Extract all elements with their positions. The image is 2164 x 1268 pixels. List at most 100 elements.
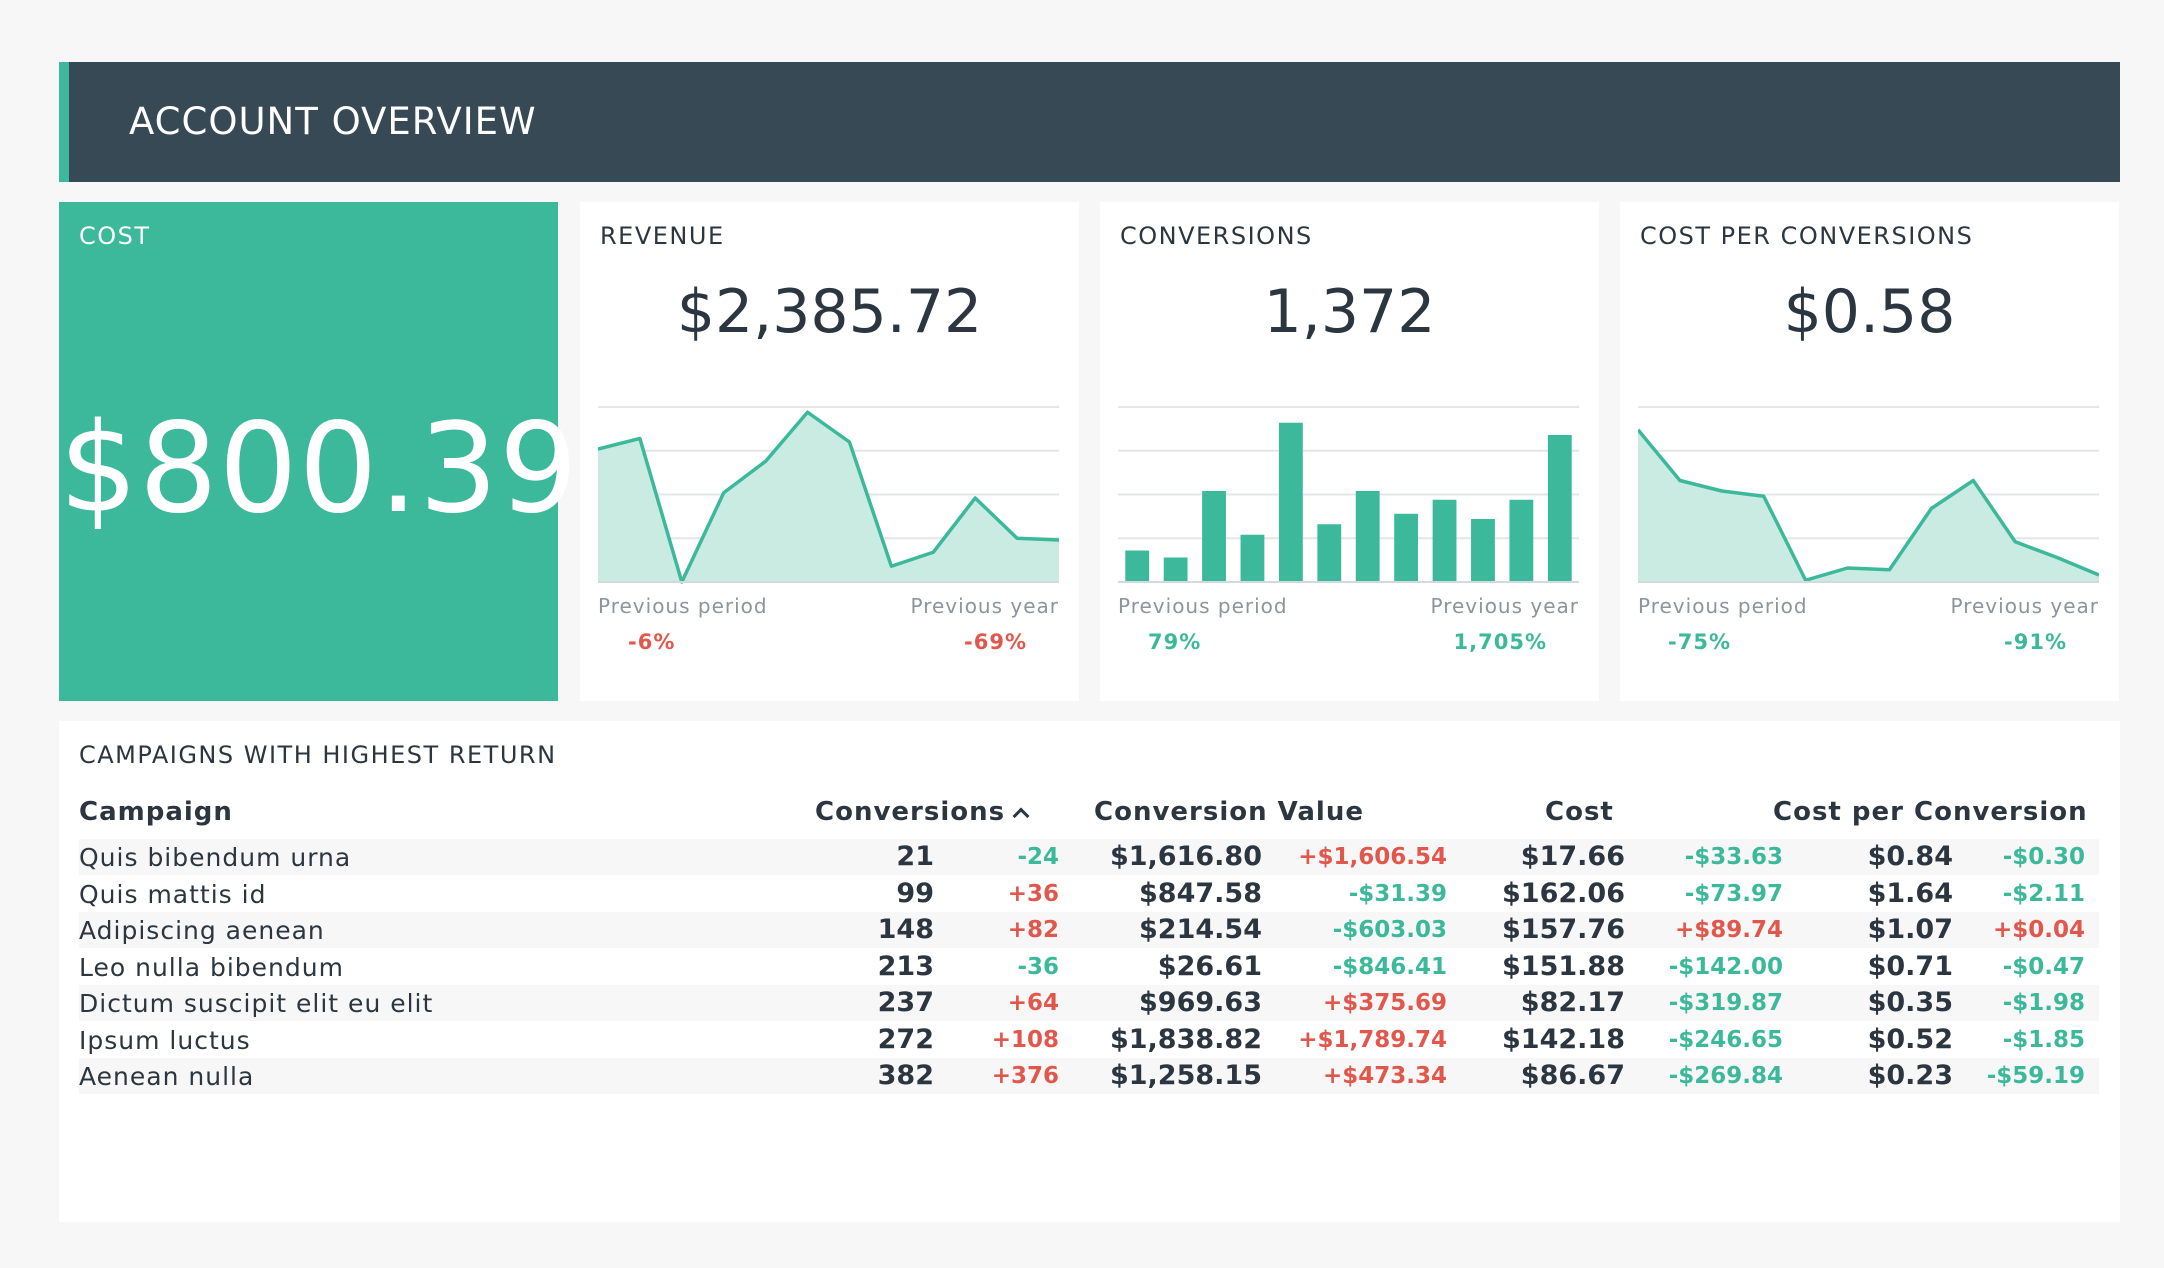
- table-row[interactable]: Quis mattis id 99 +36 $847.58 -$31.39 $162.06…: [79, 876, 2099, 912]
- table-title: CAMPAIGNS WITH HIGHEST RETURN: [79, 741, 557, 769]
- column-header-campaign[interactable]: Campaign: [79, 797, 233, 827]
- bar: [1278, 422, 1303, 582]
- table-row[interactable]: Dictum suscipit elit eu elit 237 +64 $969.6…: [79, 985, 2099, 1021]
- previous-period-value: -75%: [1668, 630, 1731, 654]
- cell-cost-d: -$142.00: [1668, 953, 1783, 980]
- campaign-name: Dictum suscipit elit eu elit: [79, 989, 434, 1018]
- area-fill: [598, 412, 1059, 582]
- cell-cost-d: +$89.74: [1674, 917, 1783, 943]
- cell-cpc-d: +$0.04: [1992, 917, 2085, 943]
- kpi-card-revenue: REVENUE $2,385.72 Previous period Previo…: [580, 202, 1079, 701]
- bar: [1163, 557, 1188, 582]
- cell-cost: $142.18: [1502, 1023, 1625, 1055]
- cell-val: $1,838.82: [1109, 1023, 1262, 1055]
- kpi-card-title: REVENUE: [600, 222, 725, 250]
- cell-val-d: -$31.39: [1348, 880, 1447, 907]
- page-title: ACCOUNT OVERVIEW: [129, 100, 537, 143]
- bar: [1471, 519, 1495, 582]
- series-line: [598, 410, 1059, 584]
- cell-val: $969.63: [1139, 987, 1262, 1018]
- previous-year-label: Previous year: [910, 594, 1059, 618]
- bar: [1547, 435, 1572, 582]
- cell-val: $1,258.15: [1109, 1060, 1262, 1091]
- bar: [1317, 524, 1342, 582]
- previous-period-label: Previous period: [1638, 594, 1808, 618]
- cell-cpc: $1.07: [1867, 914, 1953, 945]
- cell-val-d: +$375.69: [1322, 990, 1447, 1016]
- cell-cpc-d: -$1.98: [2002, 990, 2085, 1016]
- header-accent-bar: [59, 62, 69, 182]
- conversions-bar-chart: [1118, 406, 1579, 583]
- cell-conv: 237: [877, 987, 934, 1018]
- table-header-row: Campaign Conversions Conversion Value Co…: [79, 797, 2099, 833]
- cell-cpc-d: -$59.19: [1986, 1063, 2085, 1089]
- cost-card-value: $800.39: [59, 397, 579, 541]
- bar: [1202, 491, 1226, 582]
- cell-conv: 99: [896, 877, 934, 909]
- cell-conv: 213: [877, 950, 934, 982]
- previous-period-label: Previous period: [1118, 594, 1288, 618]
- column-header-conversions-label: Conversions: [815, 797, 1006, 827]
- campaign-name: Aenean nulla: [79, 1062, 255, 1091]
- cell-cpc: $1.64: [1867, 877, 1953, 909]
- cell-val-d: +$1,606.54: [1298, 844, 1447, 870]
- dashboard-header: ACCOUNT OVERVIEW: [59, 62, 2120, 182]
- campaigns-table-card: CAMPAIGNS WITH HIGHEST RETURN Campaign C…: [59, 721, 2120, 1222]
- campaign-name: Leo nulla bibendum: [79, 952, 344, 982]
- chevron-up-icon: [1012, 807, 1030, 825]
- kpi-card-value: 1,372: [1263, 277, 1436, 347]
- table-row[interactable]: Adipiscing aenean 148 +82 $214.54 -$603.03 $1…: [79, 912, 2099, 948]
- kpi-card-conversions: CONVERSIONS 1,372 Previous period Previo…: [1100, 202, 1599, 701]
- kpi-card-cost-per-conversions: COST PER CONVERSIONS $0.58 Previous peri…: [1620, 202, 2119, 701]
- cell-conv: 382: [877, 1060, 934, 1091]
- cell-val-d: -$846.41: [1332, 953, 1447, 980]
- column-header-cost-per-conversion[interactable]: Cost per Conversion: [1773, 797, 2088, 827]
- campaign-name: Ipsum luctus: [79, 1025, 251, 1055]
- campaign-name: Quis bibendum urna: [79, 843, 352, 872]
- column-header-conversion-value[interactable]: Conversion Value: [1094, 797, 1364, 827]
- cell-cost-d: -$73.97: [1684, 880, 1783, 907]
- column-header-conversions[interactable]: Conversions: [815, 797, 1030, 827]
- column-header-cost[interactable]: Cost: [1545, 797, 1614, 827]
- series-line: [1638, 428, 2099, 582]
- cell-conv-d: +64: [1007, 990, 1059, 1016]
- previous-year-label: Previous year: [1430, 594, 1579, 618]
- cell-cost: $162.06: [1502, 877, 1625, 909]
- kpi-card-title: CONVERSIONS: [1120, 222, 1313, 250]
- bar: [1240, 534, 1265, 582]
- cell-conv: 272: [877, 1023, 934, 1055]
- cell-conv-d: +108: [991, 1026, 1059, 1053]
- previous-year-value: -69%: [964, 630, 1027, 654]
- cell-cost-d: -$269.84: [1668, 1063, 1783, 1089]
- cell-cpc-d: -$0.47: [2002, 953, 2085, 980]
- previous-year-value: 1,705%: [1453, 630, 1547, 654]
- previous-period-label: Previous period: [598, 594, 768, 618]
- cell-conv-d: -24: [1017, 844, 1059, 870]
- cell-cpc: $0.23: [1867, 1060, 1953, 1091]
- cell-cpc-d: -$1.85: [2002, 1026, 2085, 1053]
- cell-val: $847.58: [1139, 877, 1262, 909]
- cell-cost-d: -$33.63: [1684, 844, 1783, 870]
- table-row[interactable]: Quis bibendum urna 21 -24 $1,616.80 +$1,606.…: [79, 839, 2099, 875]
- cell-cpc: $0.71: [1867, 950, 1953, 982]
- cell-cpc-d: -$2.11: [2002, 880, 2085, 907]
- cell-cost: $86.67: [1520, 1060, 1625, 1091]
- table-row[interactable]: Aenean nulla 382 +376 $1,258.15 +$473.34 $86.…: [79, 1058, 2099, 1094]
- cell-val: $214.54: [1139, 914, 1262, 945]
- cell-cost-d: -$319.87: [1668, 990, 1783, 1016]
- table-row[interactable]: Ipsum luctus 272 +108 $1,838.82 +$1,789.74 $1…: [79, 1022, 2099, 1058]
- cell-conv-d: +376: [991, 1063, 1059, 1089]
- cell-cost-d: -$246.65: [1668, 1026, 1783, 1053]
- previous-period-value: 79%: [1148, 630, 1202, 654]
- cost-per-conversion-sparkline: [1638, 406, 2099, 583]
- kpi-card-value: $2,385.72: [676, 277, 983, 347]
- cell-cpc: $0.35: [1867, 987, 1953, 1018]
- campaign-name: Adipiscing aenean: [79, 916, 325, 945]
- cell-conv-d: -36: [1017, 953, 1059, 980]
- cell-val: $26.61: [1157, 950, 1262, 982]
- cell-cpc: $0.52: [1867, 1023, 1953, 1055]
- kpi-card-title: COST PER CONVERSIONS: [1640, 222, 1974, 250]
- bar: [1355, 491, 1380, 582]
- cell-cost: $82.17: [1520, 987, 1625, 1018]
- table-row[interactable]: Leo nulla bibendum 213 -36 $26.61 -$846.41 $1…: [79, 949, 2099, 985]
